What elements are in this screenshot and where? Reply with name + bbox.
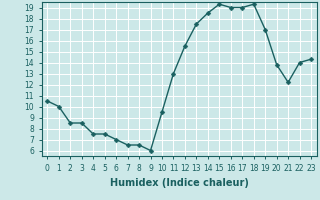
X-axis label: Humidex (Indice chaleur): Humidex (Indice chaleur) [110, 178, 249, 188]
